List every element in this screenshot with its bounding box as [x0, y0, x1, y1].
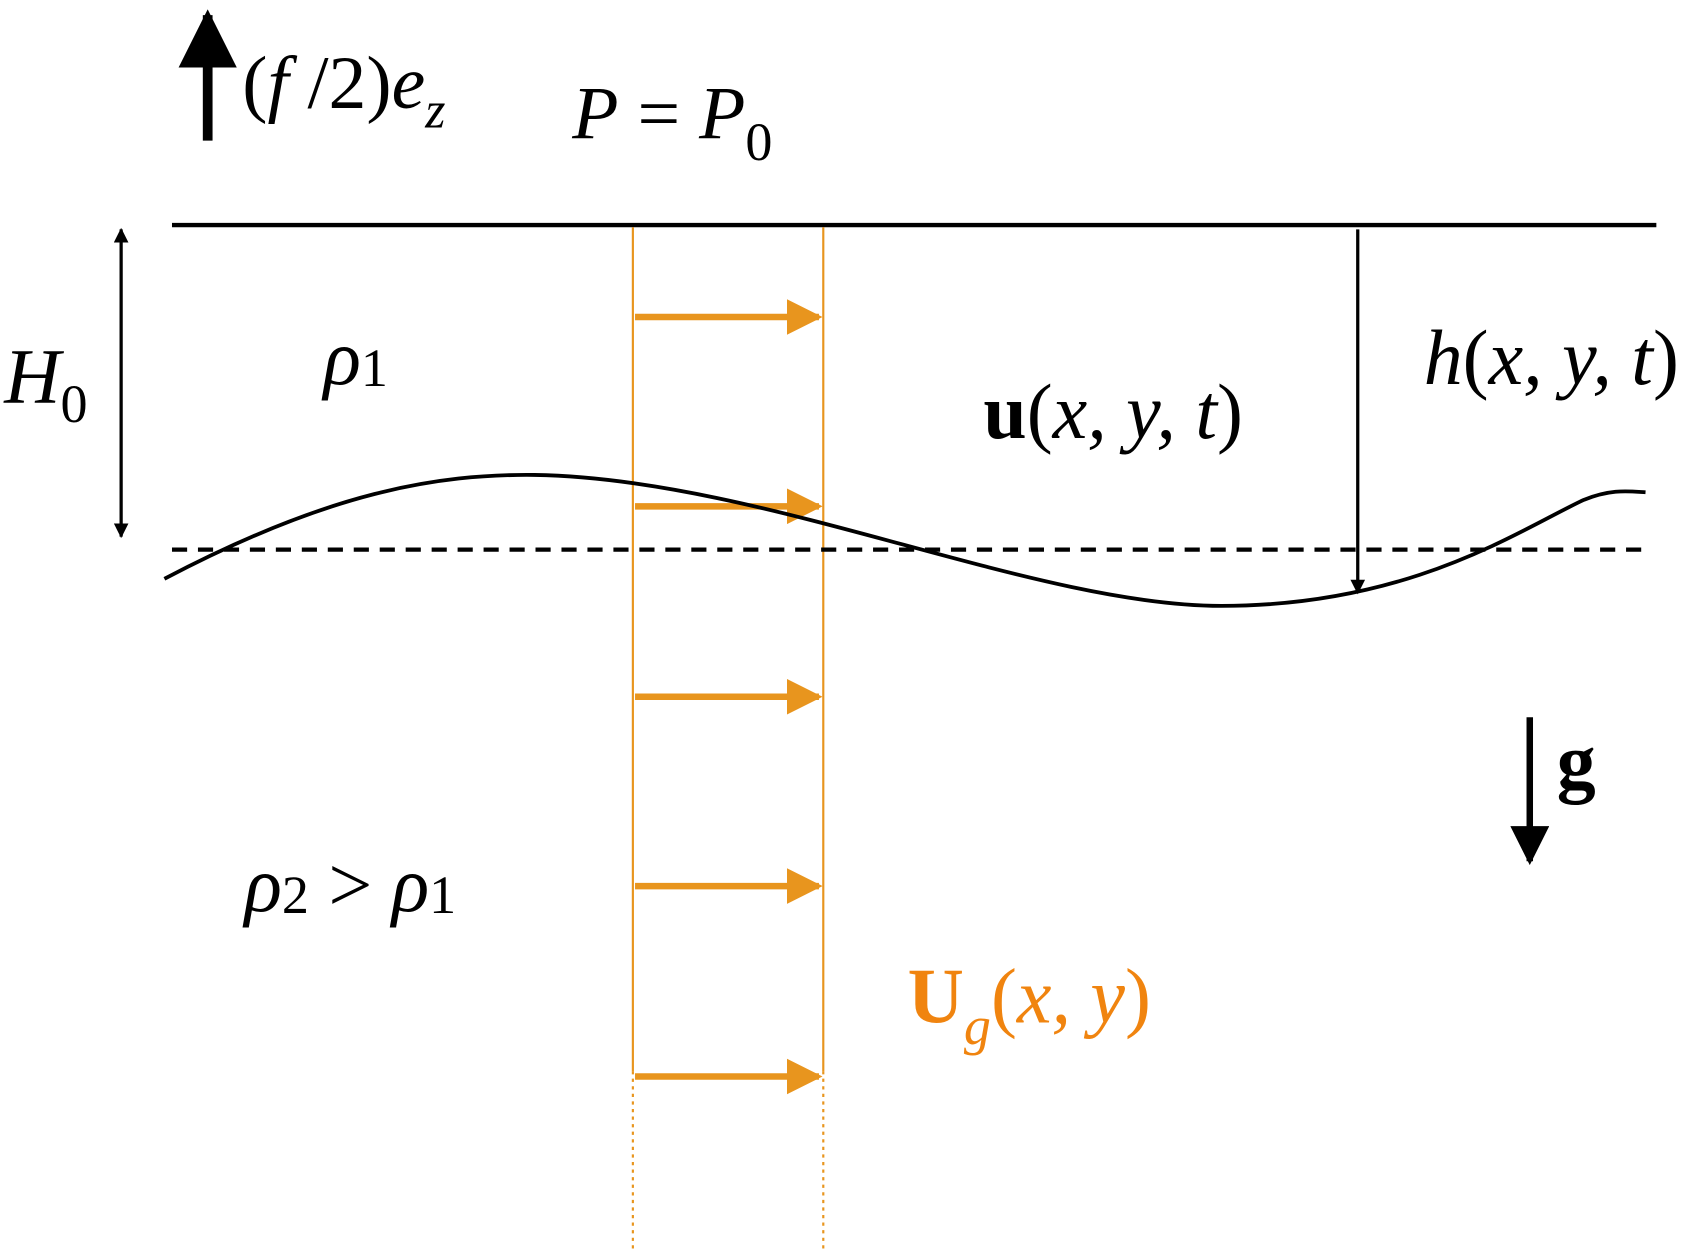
interface-curve [163, 473, 1646, 608]
geostrophic-label: Ug(x, y) [908, 953, 1151, 1056]
velocity-label: u(x, y, t) [983, 369, 1243, 455]
depth-label: H0 [3, 333, 87, 433]
pressure-label: P = P0 [571, 72, 772, 172]
gravity-label: g [1557, 719, 1596, 805]
lower-density-label: ρ2 > ρ1 [242, 842, 456, 928]
rotation-label: (f /2)ez [242, 42, 445, 139]
upper-density-label: ρ1 [321, 315, 387, 401]
thickness-label: h(x, y, t) [1424, 315, 1679, 401]
geostrophic-flow-column [631, 227, 825, 1250]
